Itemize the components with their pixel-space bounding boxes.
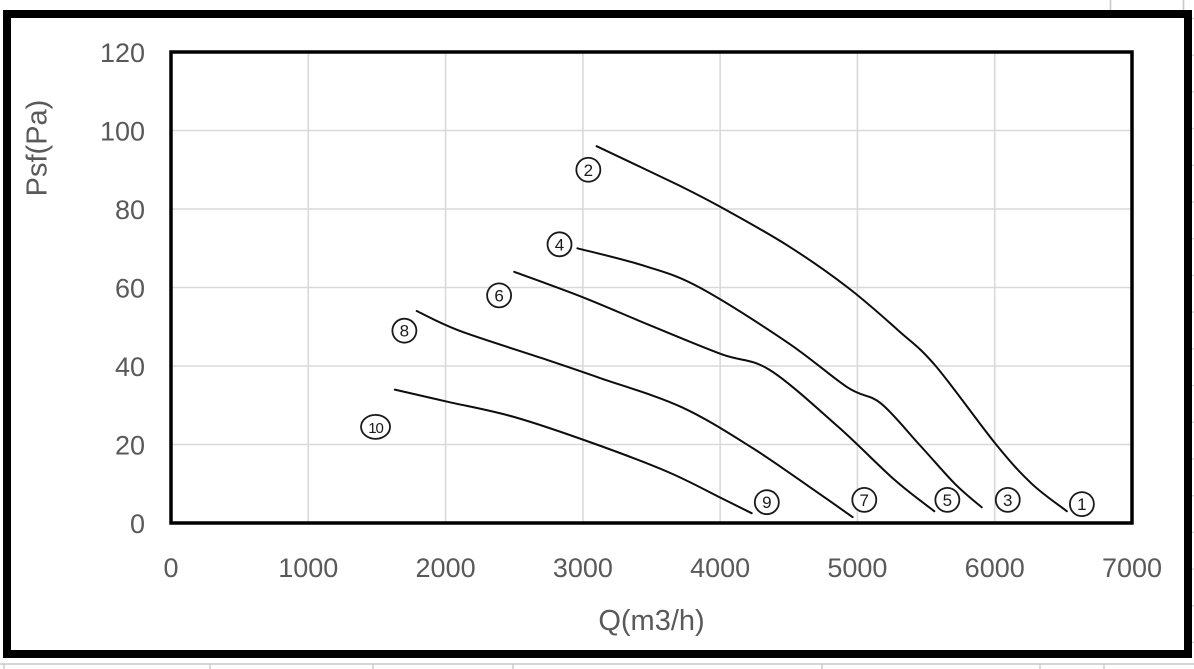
circled-9-label[interactable]: 9 [753, 489, 780, 516]
label-circle-icon [486, 282, 513, 309]
series-curve-2-1[interactable] [595, 145, 1068, 513]
x-tick-label-0: 0 [163, 553, 178, 583]
x-tick-label-2000: 2000 [416, 553, 476, 583]
y-tick-label-120: 120 [100, 38, 145, 68]
y-tick-label-40: 40 [115, 352, 145, 382]
x-tick-label-5000: 5000 [827, 553, 887, 583]
label-number: 3 [1003, 491, 1012, 510]
label-number: 10 [368, 420, 383, 437]
label-number: 2 [584, 161, 593, 180]
series-curve-4-3[interactable] [576, 247, 983, 509]
label-circle-icon [391, 317, 418, 344]
label-circle-icon [1068, 491, 1095, 518]
series-curve-10-9[interactable] [393, 388, 753, 515]
circled-7-label[interactable]: 7 [851, 486, 878, 513]
y-tick-label-20: 20 [115, 431, 145, 461]
series-curve-6-5[interactable] [513, 270, 936, 513]
circled-4-label[interactable]: 4 [546, 231, 573, 258]
chart-object-border[interactable] [3, 10, 1192, 658]
y-axis-title[interactable]: Psf(Pa) [21, 99, 54, 197]
x-tick-label-1000: 1000 [278, 553, 338, 583]
circled-2-label[interactable]: 2 [575, 156, 602, 183]
label-number: 6 [494, 286, 503, 305]
circled-10-label[interactable]: 10 [360, 413, 391, 440]
x-tick-label-6000: 6000 [965, 553, 1025, 583]
y-tick-label-100: 100 [100, 117, 145, 147]
x-tick-label-4000: 4000 [690, 553, 750, 583]
x-tick-label-7000: 7000 [1102, 553, 1162, 583]
circled-3-label[interactable]: 3 [994, 486, 1021, 513]
label-number: 7 [860, 491, 869, 510]
circled-8-label[interactable]: 8 [391, 317, 418, 344]
label-circle-icon [851, 486, 878, 513]
x-axis-title[interactable]: Q(m3/h) [598, 605, 705, 637]
y-tick-label-80: 80 [115, 195, 145, 225]
circled-5-label[interactable]: 5 [934, 486, 961, 513]
circled-6-label[interactable]: 6 [486, 282, 513, 309]
series-curve-8-7[interactable] [415, 310, 854, 519]
y-tick-label-0: 0 [130, 509, 145, 539]
y-tick-label-60: 60 [115, 274, 145, 304]
x-tick-label-3000: 3000 [553, 553, 613, 583]
label-circle-icon [546, 231, 573, 258]
label-number: 4 [555, 235, 564, 254]
label-number: 9 [762, 493, 771, 512]
label-circle-icon [575, 156, 602, 183]
plot-area[interactable] [169, 50, 1134, 525]
label-circle-icon [934, 486, 961, 513]
label-circle-icon [753, 489, 780, 516]
label-number: 5 [943, 491, 952, 510]
label-circle-icon [360, 413, 391, 440]
label-number: 1 [1077, 495, 1086, 514]
circled-1-label[interactable]: 1 [1068, 491, 1095, 518]
label-circle-icon [994, 486, 1021, 513]
label-number: 8 [400, 322, 409, 341]
